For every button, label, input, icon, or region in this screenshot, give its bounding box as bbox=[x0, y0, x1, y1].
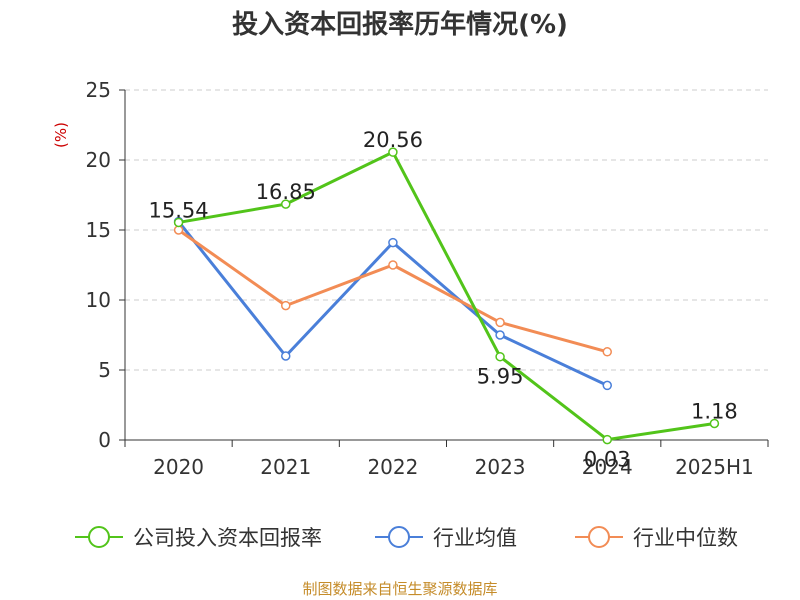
data-point bbox=[602, 347, 612, 357]
y-tick-label: 25 bbox=[86, 78, 111, 102]
data-point bbox=[495, 317, 505, 328]
data-point bbox=[388, 147, 398, 157]
data-point bbox=[281, 199, 291, 209]
data-label: 5.95 bbox=[477, 365, 524, 389]
data-point bbox=[388, 237, 398, 248]
data-label: 15.54 bbox=[149, 198, 209, 222]
y-tick-label: 10 bbox=[86, 288, 111, 312]
data-label: 20.56 bbox=[363, 128, 423, 152]
x-tick-label: 2024 bbox=[582, 455, 633, 479]
legend-marker bbox=[588, 526, 610, 548]
y-tick-label: 15 bbox=[86, 218, 111, 242]
data-label: 1.18 bbox=[691, 399, 738, 423]
x-tick-label: 2020 bbox=[153, 455, 204, 479]
legend-marker bbox=[88, 526, 110, 548]
source-note: 制图数据来自恒生聚源数据库 bbox=[302, 580, 498, 598]
data-label: 16.85 bbox=[256, 180, 316, 204]
chart-title: 投入资本回报率历年情况(%) bbox=[232, 10, 568, 40]
legend-marker bbox=[388, 526, 410, 548]
data-point bbox=[281, 351, 291, 361]
y-tick-label: 0 bbox=[98, 428, 111, 452]
data-point bbox=[173, 225, 184, 235]
data-point bbox=[281, 300, 291, 311]
legend-label: 行业均值 bbox=[433, 526, 517, 550]
series-line bbox=[177, 228, 608, 354]
x-tick-label: 2023 bbox=[475, 455, 526, 479]
data-point bbox=[388, 260, 398, 270]
data-point bbox=[495, 330, 505, 340]
data-label: 0.03 bbox=[584, 448, 631, 472]
data-point bbox=[495, 351, 505, 362]
data-point bbox=[602, 434, 612, 445]
x-tick-label: 2021 bbox=[260, 455, 311, 479]
data-point bbox=[709, 418, 720, 429]
x-tick-label: 2025H1 bbox=[675, 455, 754, 479]
legend-label: 公司投入资本回报率 bbox=[133, 526, 322, 550]
x-tick-label: 2022 bbox=[367, 455, 418, 479]
series-line bbox=[178, 150, 715, 442]
legend-label: 行业中位数 bbox=[633, 526, 738, 550]
y-tick-label: 5 bbox=[98, 358, 111, 382]
y-tick-label: 20 bbox=[86, 148, 111, 172]
data-point bbox=[173, 217, 184, 228]
data-point bbox=[602, 380, 612, 391]
